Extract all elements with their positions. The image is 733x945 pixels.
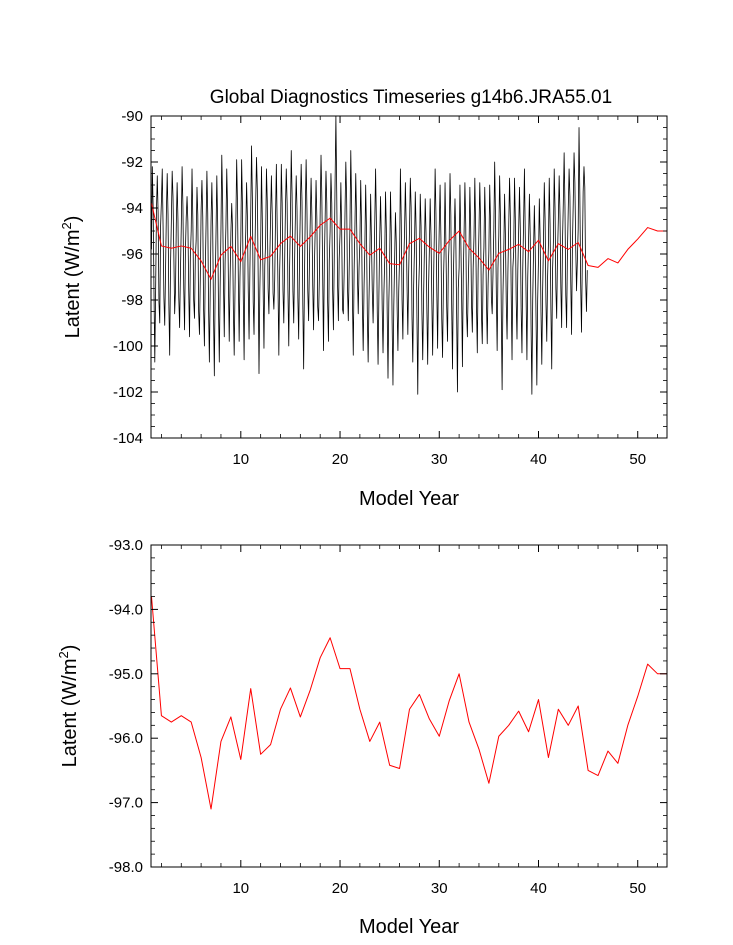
x-tick-label: 30 [431,880,448,897]
y-tick-label: -96 [121,246,143,263]
top-axis-ticks: 10 20 30 40 50 -104 -102 -100 -98 -96 -94 -92 -90 [113,108,667,468]
bottom-plot-content [151,596,667,810]
annual-mean-line [151,596,667,810]
x-tick-label: 40 [530,451,547,468]
annual-mean-line [151,203,667,280]
y-axis-title: Latent (W/m2) [59,216,84,339]
y-tick-label: -100 [113,338,143,355]
y-axis-title-main: Latent (W/m [62,229,84,338]
y-axis-title-close: ) [62,216,84,223]
x-tick-label: 20 [332,880,349,897]
x-tick-label: 20 [332,451,349,468]
bottom-plot-frame [150,544,668,868]
y-tick-label: -94.0 [109,601,143,618]
x-tick-label: 40 [530,880,547,897]
y-axis-title-main: Latent (W/m [59,658,81,767]
y-tick-label: -90 [121,108,143,125]
x-tick-label: 50 [629,451,646,468]
y-axis-title-superscript: 2 [59,222,74,229]
y-tick-label: -94 [121,200,143,217]
x-axis-title: Model Year [359,488,459,510]
top-panel: Global Diagnostics Timeseries g14b6.JRA5… [59,87,668,510]
x-tick-label: 10 [232,451,249,468]
bottom-panel: 10 20 30 40 50 -98.0 -97.0 -96.0 -95.0 -94.0 -93.0… [56,537,668,938]
y-tick-label: -98.0 [109,859,143,876]
y-tick-label: -93.0 [109,537,143,554]
chart-title: Global Diagnostics Timeseries g14b6.JRA5… [210,87,612,108]
y-tick-label: -102 [113,384,143,401]
y-tick-label: -96.0 [109,730,143,747]
x-tick-label: 10 [232,880,249,897]
x-tick-label: 30 [431,451,448,468]
y-tick-label: -95.0 [109,666,143,683]
y-tick-label: -98 [121,292,143,309]
y-tick-label: -104 [113,430,143,447]
y-tick-label: -97.0 [109,795,143,812]
y-axis-title-superscript: 2 [56,651,71,658]
top-plot-content [151,116,667,395]
y-axis-title: Latent (W/m2) [56,645,81,768]
monthly-mean-line [151,116,588,395]
y-axis-title-close: ) [59,645,81,652]
x-axis-title: Model Year [359,916,459,938]
bottom-axis-ticks: 10 20 30 40 50 -98.0 -97.0 -96.0 -95.0 -94.0 -93.0 [109,537,667,897]
x-tick-label: 50 [629,880,646,897]
y-tick-label: -92 [121,154,143,171]
